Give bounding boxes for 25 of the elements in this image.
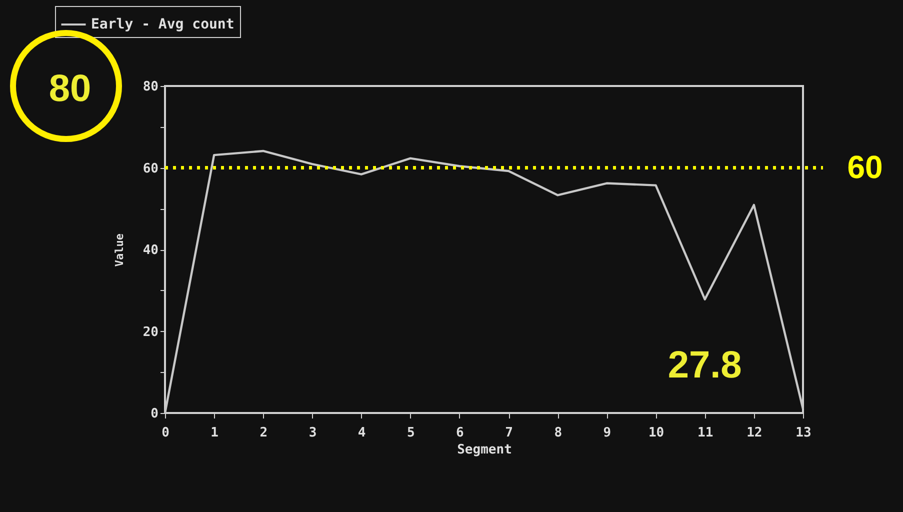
ref-line-label: 60	[847, 148, 883, 185]
y-tick-label: 20	[142, 324, 159, 340]
y-axis-title: Value	[112, 233, 126, 267]
x-tick-label: 6	[456, 426, 464, 440]
x-axis-title: Segment	[457, 442, 512, 458]
x-tick-label: 10	[648, 426, 664, 440]
text: 80	[48, 68, 92, 110]
x-tick-label: 7	[505, 426, 513, 440]
x-tick-label: 11	[698, 426, 714, 440]
x-tick-label: 13	[796, 426, 812, 440]
annotation: 27.8	[668, 344, 742, 386]
x-tick-label: 1	[210, 426, 219, 440]
x-tick-label: 3	[308, 426, 317, 440]
x-tick-label: 5	[406, 426, 415, 440]
x-tick-label: 9	[603, 426, 612, 440]
y-tick-label: 40	[142, 243, 159, 258]
y-tick-label: 0	[150, 406, 159, 422]
x-tick-label: 0	[162, 426, 170, 440]
y-tick-label: 80	[142, 80, 159, 94]
x-tick-label: 12	[746, 426, 762, 440]
x-tick-label: 2	[260, 426, 268, 440]
y-tick-label: 60	[142, 161, 159, 176]
x-tick-label: 4	[358, 426, 366, 440]
legend-label: Early - Avg count	[91, 16, 234, 32]
x-tick-label: 8	[554, 426, 562, 440]
